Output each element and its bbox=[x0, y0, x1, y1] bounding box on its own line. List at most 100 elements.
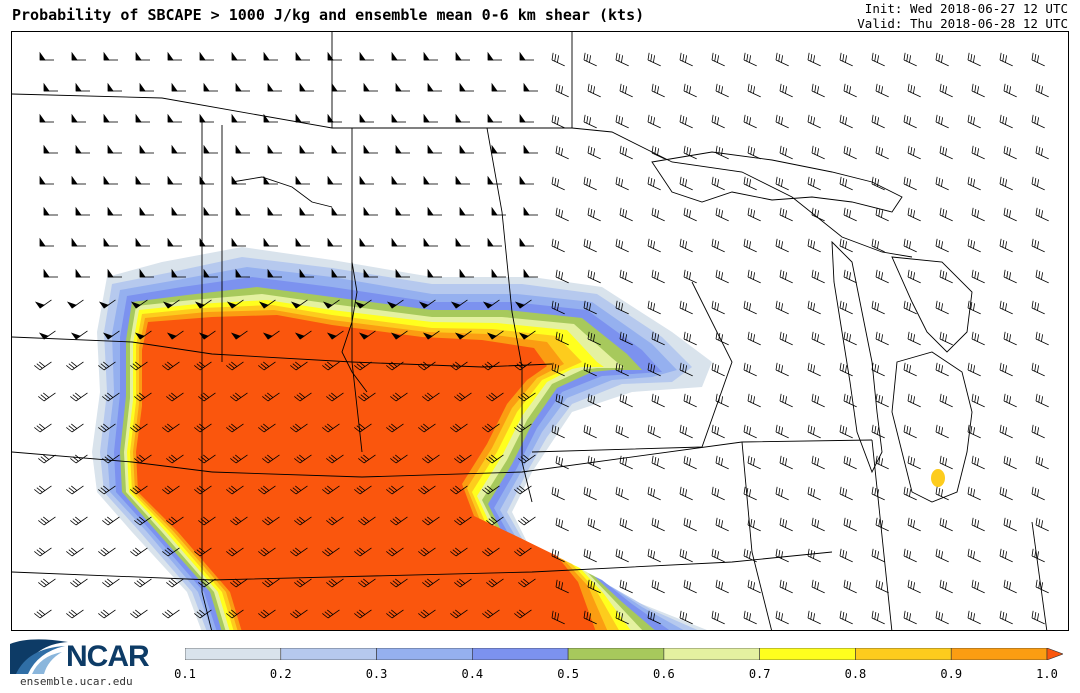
wind-barb bbox=[267, 82, 282, 92]
wind-barb bbox=[935, 362, 949, 377]
wind-barb bbox=[258, 361, 276, 371]
wind-barb bbox=[482, 361, 500, 371]
wind-barb bbox=[839, 610, 853, 625]
wind-barb bbox=[555, 83, 569, 98]
wind-barb bbox=[747, 83, 761, 98]
wind-barb bbox=[875, 331, 889, 346]
wind-barb bbox=[427, 82, 442, 92]
wind-barb bbox=[715, 207, 729, 222]
wind-barb bbox=[967, 548, 981, 563]
state-line-14 bbox=[1031, 521, 1048, 630]
wind-barb bbox=[423, 175, 438, 185]
wind-barb bbox=[679, 424, 693, 439]
wind-barb bbox=[555, 517, 569, 532]
wind-barb bbox=[103, 51, 118, 61]
wind-barb bbox=[459, 144, 474, 154]
wind-barb bbox=[679, 52, 693, 67]
wind-barb bbox=[679, 238, 693, 253]
wind-barb bbox=[358, 392, 376, 402]
wind-barb bbox=[743, 362, 757, 377]
wind-barb bbox=[715, 517, 729, 532]
wind-barb bbox=[651, 393, 665, 408]
wind-barb bbox=[743, 114, 757, 129]
wind-barb bbox=[811, 83, 825, 98]
wind-barb bbox=[711, 176, 725, 191]
wind-barb bbox=[43, 82, 58, 92]
wind-barb bbox=[514, 485, 532, 495]
wind-barb bbox=[907, 331, 921, 346]
wind-barb bbox=[331, 144, 346, 154]
wind-barb bbox=[482, 547, 500, 557]
wind-barb bbox=[1031, 424, 1045, 439]
wind-barb bbox=[743, 610, 757, 625]
wind-barb bbox=[231, 175, 246, 185]
wind-barb bbox=[194, 609, 212, 619]
wind-barb bbox=[199, 113, 214, 123]
wind-barb bbox=[583, 548, 597, 563]
wind-barb bbox=[454, 454, 472, 464]
wind-barb bbox=[935, 424, 949, 439]
wind-barb bbox=[327, 237, 342, 247]
wind-barb bbox=[231, 237, 246, 247]
wind-barb bbox=[455, 51, 470, 61]
state-line-4 bbox=[351, 128, 363, 453]
prob-contour-1.0 bbox=[136, 315, 596, 630]
wind-barb bbox=[775, 548, 789, 563]
wind-barb bbox=[130, 485, 148, 495]
wind-barb bbox=[459, 82, 474, 92]
wind-barb bbox=[871, 238, 885, 253]
wind-barb bbox=[454, 578, 472, 588]
wind-barb bbox=[455, 175, 470, 185]
wind-barb bbox=[363, 144, 378, 154]
wind-barb bbox=[939, 393, 953, 408]
wind-barb bbox=[518, 330, 536, 340]
wind-barb bbox=[871, 52, 885, 67]
wind-barb bbox=[102, 454, 120, 464]
wind-barb bbox=[518, 454, 536, 464]
wind-barb bbox=[651, 579, 665, 594]
wind-barb bbox=[331, 206, 346, 216]
wind-barb bbox=[38, 578, 56, 588]
wind-barb bbox=[551, 114, 565, 129]
wind-barb bbox=[98, 423, 116, 433]
wind-barb bbox=[587, 517, 601, 532]
wind-barb bbox=[70, 516, 88, 526]
wind-barb bbox=[194, 423, 212, 433]
wind-barb bbox=[651, 207, 665, 222]
wind-barb bbox=[647, 52, 661, 67]
wind-barb bbox=[358, 516, 376, 526]
wind-barb bbox=[518, 392, 536, 402]
wind-barb bbox=[807, 424, 821, 439]
wind-barb bbox=[422, 330, 440, 340]
wind-barb bbox=[230, 330, 248, 340]
wind-barb bbox=[1003, 145, 1017, 160]
wind-barb bbox=[615, 52, 629, 67]
colorbar-bin bbox=[567, 648, 665, 660]
wind-barb bbox=[267, 206, 282, 216]
wind-barb bbox=[999, 486, 1013, 501]
wind-barb bbox=[711, 486, 725, 501]
wind-barb bbox=[583, 610, 597, 625]
wind-barb bbox=[450, 609, 468, 619]
wind-barb bbox=[967, 176, 981, 191]
wind-barb bbox=[587, 269, 601, 284]
canada-us-border bbox=[12, 93, 913, 258]
wind-barb bbox=[779, 393, 793, 408]
wind-barb bbox=[391, 237, 406, 247]
wind-barb bbox=[327, 175, 342, 185]
wind-barb bbox=[518, 578, 536, 588]
wind-barb bbox=[999, 52, 1013, 67]
wind-barb bbox=[811, 269, 825, 284]
wind-barb bbox=[359, 113, 374, 123]
wind-barb bbox=[939, 145, 953, 160]
wind-barb bbox=[711, 548, 725, 563]
wind-barb bbox=[294, 578, 312, 588]
wind-barb bbox=[967, 362, 981, 377]
wind-barb bbox=[354, 609, 372, 619]
wind-barb bbox=[326, 516, 344, 526]
wind-barb bbox=[295, 51, 310, 61]
wind-barb bbox=[258, 609, 276, 619]
wind-barb bbox=[299, 206, 314, 216]
wind-barb bbox=[166, 330, 184, 340]
ncar-swoosh-icon bbox=[10, 639, 68, 674]
